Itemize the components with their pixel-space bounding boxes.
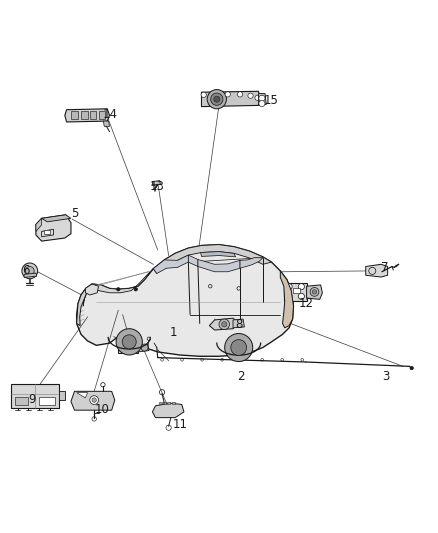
Text: 15: 15 [263,94,278,108]
Polygon shape [138,344,149,352]
Polygon shape [258,93,266,106]
Circle shape [310,287,319,296]
Polygon shape [77,393,88,398]
Text: 1: 1 [169,326,177,338]
Polygon shape [42,229,53,237]
Text: 5: 5 [71,207,78,221]
Text: 7: 7 [381,261,389,274]
Text: 13: 13 [149,180,164,193]
Circle shape [231,340,247,356]
Polygon shape [59,391,65,400]
Circle shape [219,319,230,329]
Polygon shape [77,288,87,326]
Polygon shape [233,319,244,328]
Circle shape [122,335,136,349]
Polygon shape [42,215,71,222]
Text: 6: 6 [22,263,30,277]
Polygon shape [307,285,322,300]
Polygon shape [188,255,198,266]
Bar [90,111,96,119]
Polygon shape [198,260,240,272]
Bar [99,111,105,119]
Polygon shape [152,181,160,185]
Bar [159,402,162,405]
Circle shape [22,263,38,279]
Bar [71,111,78,119]
Circle shape [211,93,223,106]
Polygon shape [153,255,188,273]
Circle shape [90,395,99,405]
Polygon shape [240,258,263,268]
Polygon shape [201,91,262,107]
Polygon shape [118,345,138,353]
Text: 12: 12 [298,297,313,310]
Circle shape [134,287,138,291]
Polygon shape [164,245,272,266]
Polygon shape [24,273,37,278]
Circle shape [237,92,243,97]
Polygon shape [83,269,153,306]
Polygon shape [85,284,99,295]
Circle shape [141,344,148,351]
Text: 10: 10 [94,403,109,416]
Circle shape [298,293,304,300]
Bar [172,402,175,405]
Polygon shape [209,318,239,330]
Circle shape [259,95,265,101]
Circle shape [222,322,227,327]
Polygon shape [366,264,388,277]
Bar [44,230,50,234]
Circle shape [92,398,96,402]
Polygon shape [103,121,110,126]
Text: 2: 2 [237,370,245,383]
Circle shape [201,92,206,98]
Bar [163,402,166,405]
Bar [81,111,88,119]
Polygon shape [71,391,115,410]
Text: 11: 11 [173,418,188,431]
Bar [293,288,300,293]
Circle shape [248,93,253,98]
Bar [15,398,28,405]
Polygon shape [36,219,42,231]
Circle shape [410,366,413,370]
Circle shape [259,101,265,107]
Circle shape [25,266,34,275]
Polygon shape [65,109,110,122]
Circle shape [207,90,226,109]
Polygon shape [201,252,236,257]
Polygon shape [11,384,59,408]
Text: 9: 9 [28,393,35,406]
Circle shape [255,95,260,101]
Text: 14: 14 [103,108,118,120]
Circle shape [117,287,120,291]
Polygon shape [36,215,71,241]
Circle shape [298,284,304,290]
Polygon shape [152,403,184,418]
Bar [167,402,170,405]
Polygon shape [284,283,307,301]
Circle shape [286,293,292,300]
Bar [39,398,55,405]
Bar [122,346,130,351]
Circle shape [286,284,292,290]
Polygon shape [77,245,293,356]
Circle shape [116,329,142,355]
Circle shape [225,334,253,361]
Text: 8: 8 [235,318,242,331]
Circle shape [225,92,230,97]
Circle shape [312,290,317,294]
Text: 3: 3 [383,369,390,383]
Polygon shape [280,271,293,328]
Circle shape [214,96,220,102]
